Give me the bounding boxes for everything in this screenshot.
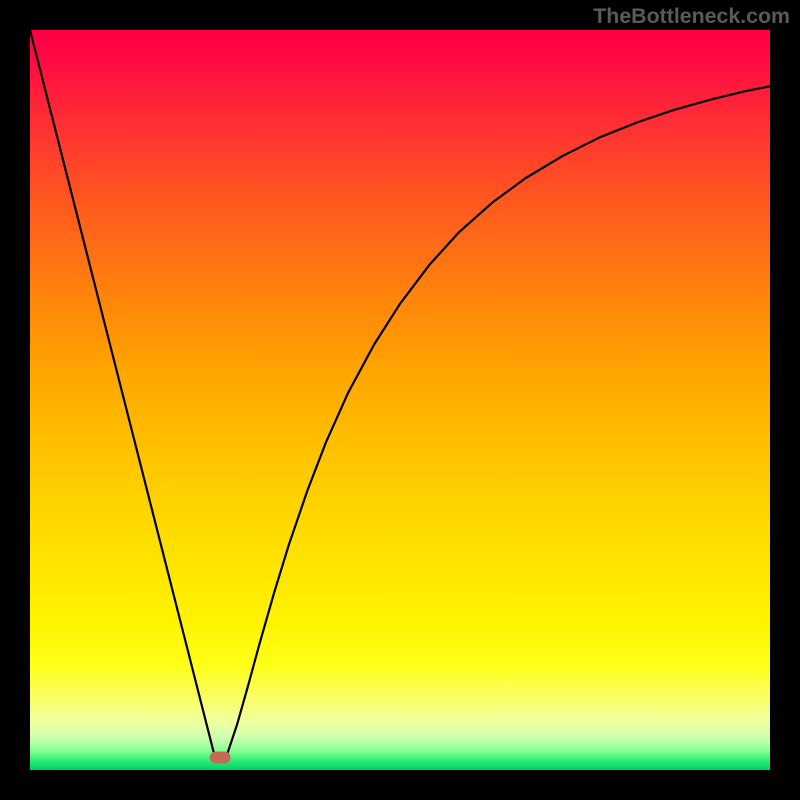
chart-frame: TheBottleneck.com [0,0,800,800]
plot-svg [30,30,770,770]
minimum-marker [210,752,231,764]
watermark-text: TheBottleneck.com [593,4,790,29]
gradient-background [30,30,770,770]
plot-area [30,30,770,770]
